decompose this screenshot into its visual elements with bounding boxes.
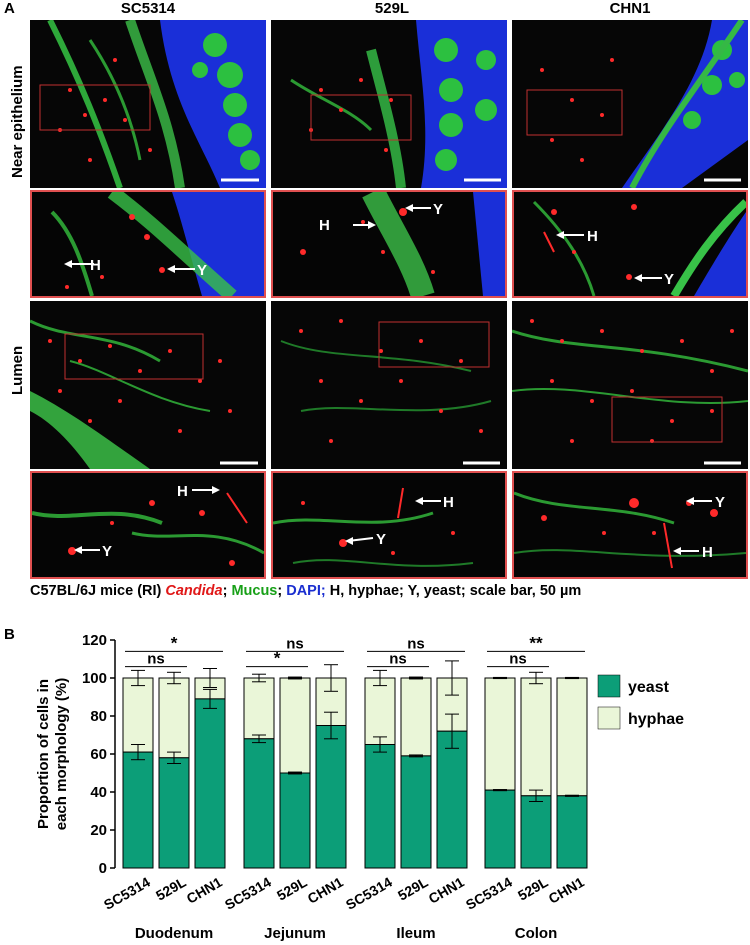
bar-hyphae — [364, 677, 396, 745]
y-axis-label: each morphology (%) — [53, 678, 70, 831]
caption-sep: ; — [222, 583, 232, 599]
micrograph-lumen-sc5314 — [30, 301, 266, 469]
y-axis-label: Proportion of cells in — [35, 679, 52, 829]
bar-yeast — [279, 772, 311, 869]
bar-hyphae — [158, 677, 190, 759]
y-tick-label: 40 — [90, 784, 107, 801]
group-label: Colon — [515, 925, 558, 942]
caption-sep: ; — [277, 583, 287, 599]
bar-hyphae — [520, 677, 552, 797]
zoom-label: H — [587, 228, 598, 245]
panel-b-letter: B — [4, 626, 15, 643]
column-header-529l: 529L — [374, 0, 410, 17]
y-tick-label: 20 — [90, 822, 107, 839]
zoom-label: H — [177, 483, 188, 500]
significance-label: ns — [389, 651, 407, 668]
significance-label: ns — [407, 635, 425, 652]
group-label: Duodenum — [135, 925, 213, 942]
zoom-label: H — [702, 544, 713, 561]
bar-yeast — [556, 795, 588, 869]
caption-prefix: C57BL/6J mice (RI) — [30, 583, 166, 599]
zoom-label: H — [443, 494, 454, 511]
y-tick-label: 100 — [82, 670, 107, 687]
legend-swatch — [597, 674, 621, 698]
micrograph-near-529l — [271, 20, 507, 188]
significance-label: ** — [529, 633, 543, 652]
bar-yeast — [194, 698, 226, 869]
legend-label: yeast — [628, 679, 670, 696]
caption-suffix: H, hyphae; Y, yeast; scale bar, 50 µm — [325, 583, 582, 599]
panel-a-caption: C57BL/6J mice (RI) Candida; Mucus; DAPI;… — [30, 583, 581, 599]
bar-yeast — [484, 789, 516, 869]
x-tick-label: CHN1 — [426, 874, 467, 907]
bar-yeast — [158, 757, 190, 869]
y-tick-label: 120 — [82, 632, 107, 649]
bar-hyphae — [556, 677, 588, 797]
zoom-label: Y — [715, 494, 725, 511]
x-tick-label: 529L — [274, 874, 310, 904]
zoom-near-sc5314: H Y — [30, 190, 266, 298]
stacked-bar-chart: 0 20 40 60 80 100 120 Proportion of cells in eac… — [35, 632, 684, 942]
legend-swatch — [597, 706, 621, 730]
y-tick-label: 0 — [99, 860, 107, 877]
x-tick-label: SC5314 — [101, 874, 153, 913]
x-tick-label: SC5314 — [463, 874, 515, 913]
x-tick-label: 529L — [153, 874, 189, 904]
caption-dapi: DAPI; — [286, 583, 326, 599]
caption-mucus: Mucus — [231, 583, 278, 599]
bar-hyphae — [484, 677, 516, 791]
zoom-label: Y — [102, 543, 112, 560]
x-tick-label: CHN1 — [546, 874, 587, 907]
zoom-lumen-529l: H Y — [271, 471, 507, 579]
bar-yeast — [400, 755, 432, 869]
zoom-lumen-sc5314: H Y — [30, 471, 266, 579]
y-tick-label: 80 — [90, 708, 107, 725]
column-header-sc5314: SC5314 — [120, 0, 176, 17]
bar-yeast — [364, 744, 396, 869]
x-tick-label: SC5314 — [222, 874, 274, 913]
zoom-label: H — [90, 257, 101, 274]
micrograph-lumen-chn1 — [512, 301, 748, 469]
significance-label: ns — [509, 651, 527, 668]
zoom-near-chn1: H Y — [512, 190, 748, 298]
significance-label: * — [171, 633, 178, 652]
zoom-lumen-chn1: Y H — [512, 471, 748, 579]
row-label-near-epithelium: Near epithelium — [9, 65, 26, 178]
zoom-label: H — [319, 217, 330, 234]
panel-a-letter: A — [4, 0, 15, 17]
bar-hyphae — [122, 677, 154, 753]
bar-yeast — [122, 751, 154, 869]
legend-label: hyphae — [628, 711, 684, 728]
zoom-near-529l: H Y — [271, 190, 507, 298]
zoom-label: Y — [376, 531, 386, 548]
group-label: Jejunum — [264, 925, 326, 942]
caption-candida: Candida — [165, 583, 223, 599]
bar-hyphae — [279, 677, 311, 774]
x-tick-label: SC5314 — [343, 874, 395, 913]
significance-label: ns — [147, 651, 165, 668]
x-tick-label: 529L — [395, 874, 431, 904]
y-tick-label: 60 — [90, 746, 107, 763]
significance-label: * — [274, 649, 281, 668]
group-label: Ileum — [396, 925, 435, 942]
bar-yeast — [315, 725, 347, 869]
row-label-lumen: Lumen — [9, 345, 26, 395]
bar-hyphae — [243, 677, 275, 740]
column-header-chn1: CHN1 — [609, 0, 651, 17]
micrograph-lumen-529l — [271, 301, 507, 469]
micrograph-near-chn1 — [512, 20, 748, 188]
zoom-label: Y — [197, 262, 207, 279]
significance-label: ns — [286, 635, 304, 652]
bar-hyphae — [400, 677, 432, 757]
x-tick-label: CHN1 — [184, 874, 225, 907]
micrograph-near-sc5314 — [30, 20, 266, 188]
bar-yeast — [243, 738, 275, 869]
x-tick-label: 529L — [515, 874, 551, 904]
zoom-label: Y — [664, 271, 674, 288]
zoom-label: Y — [433, 201, 443, 218]
bar-yeast — [520, 795, 552, 869]
x-tick-label: CHN1 — [305, 874, 346, 907]
bar-yeast — [436, 730, 468, 869]
